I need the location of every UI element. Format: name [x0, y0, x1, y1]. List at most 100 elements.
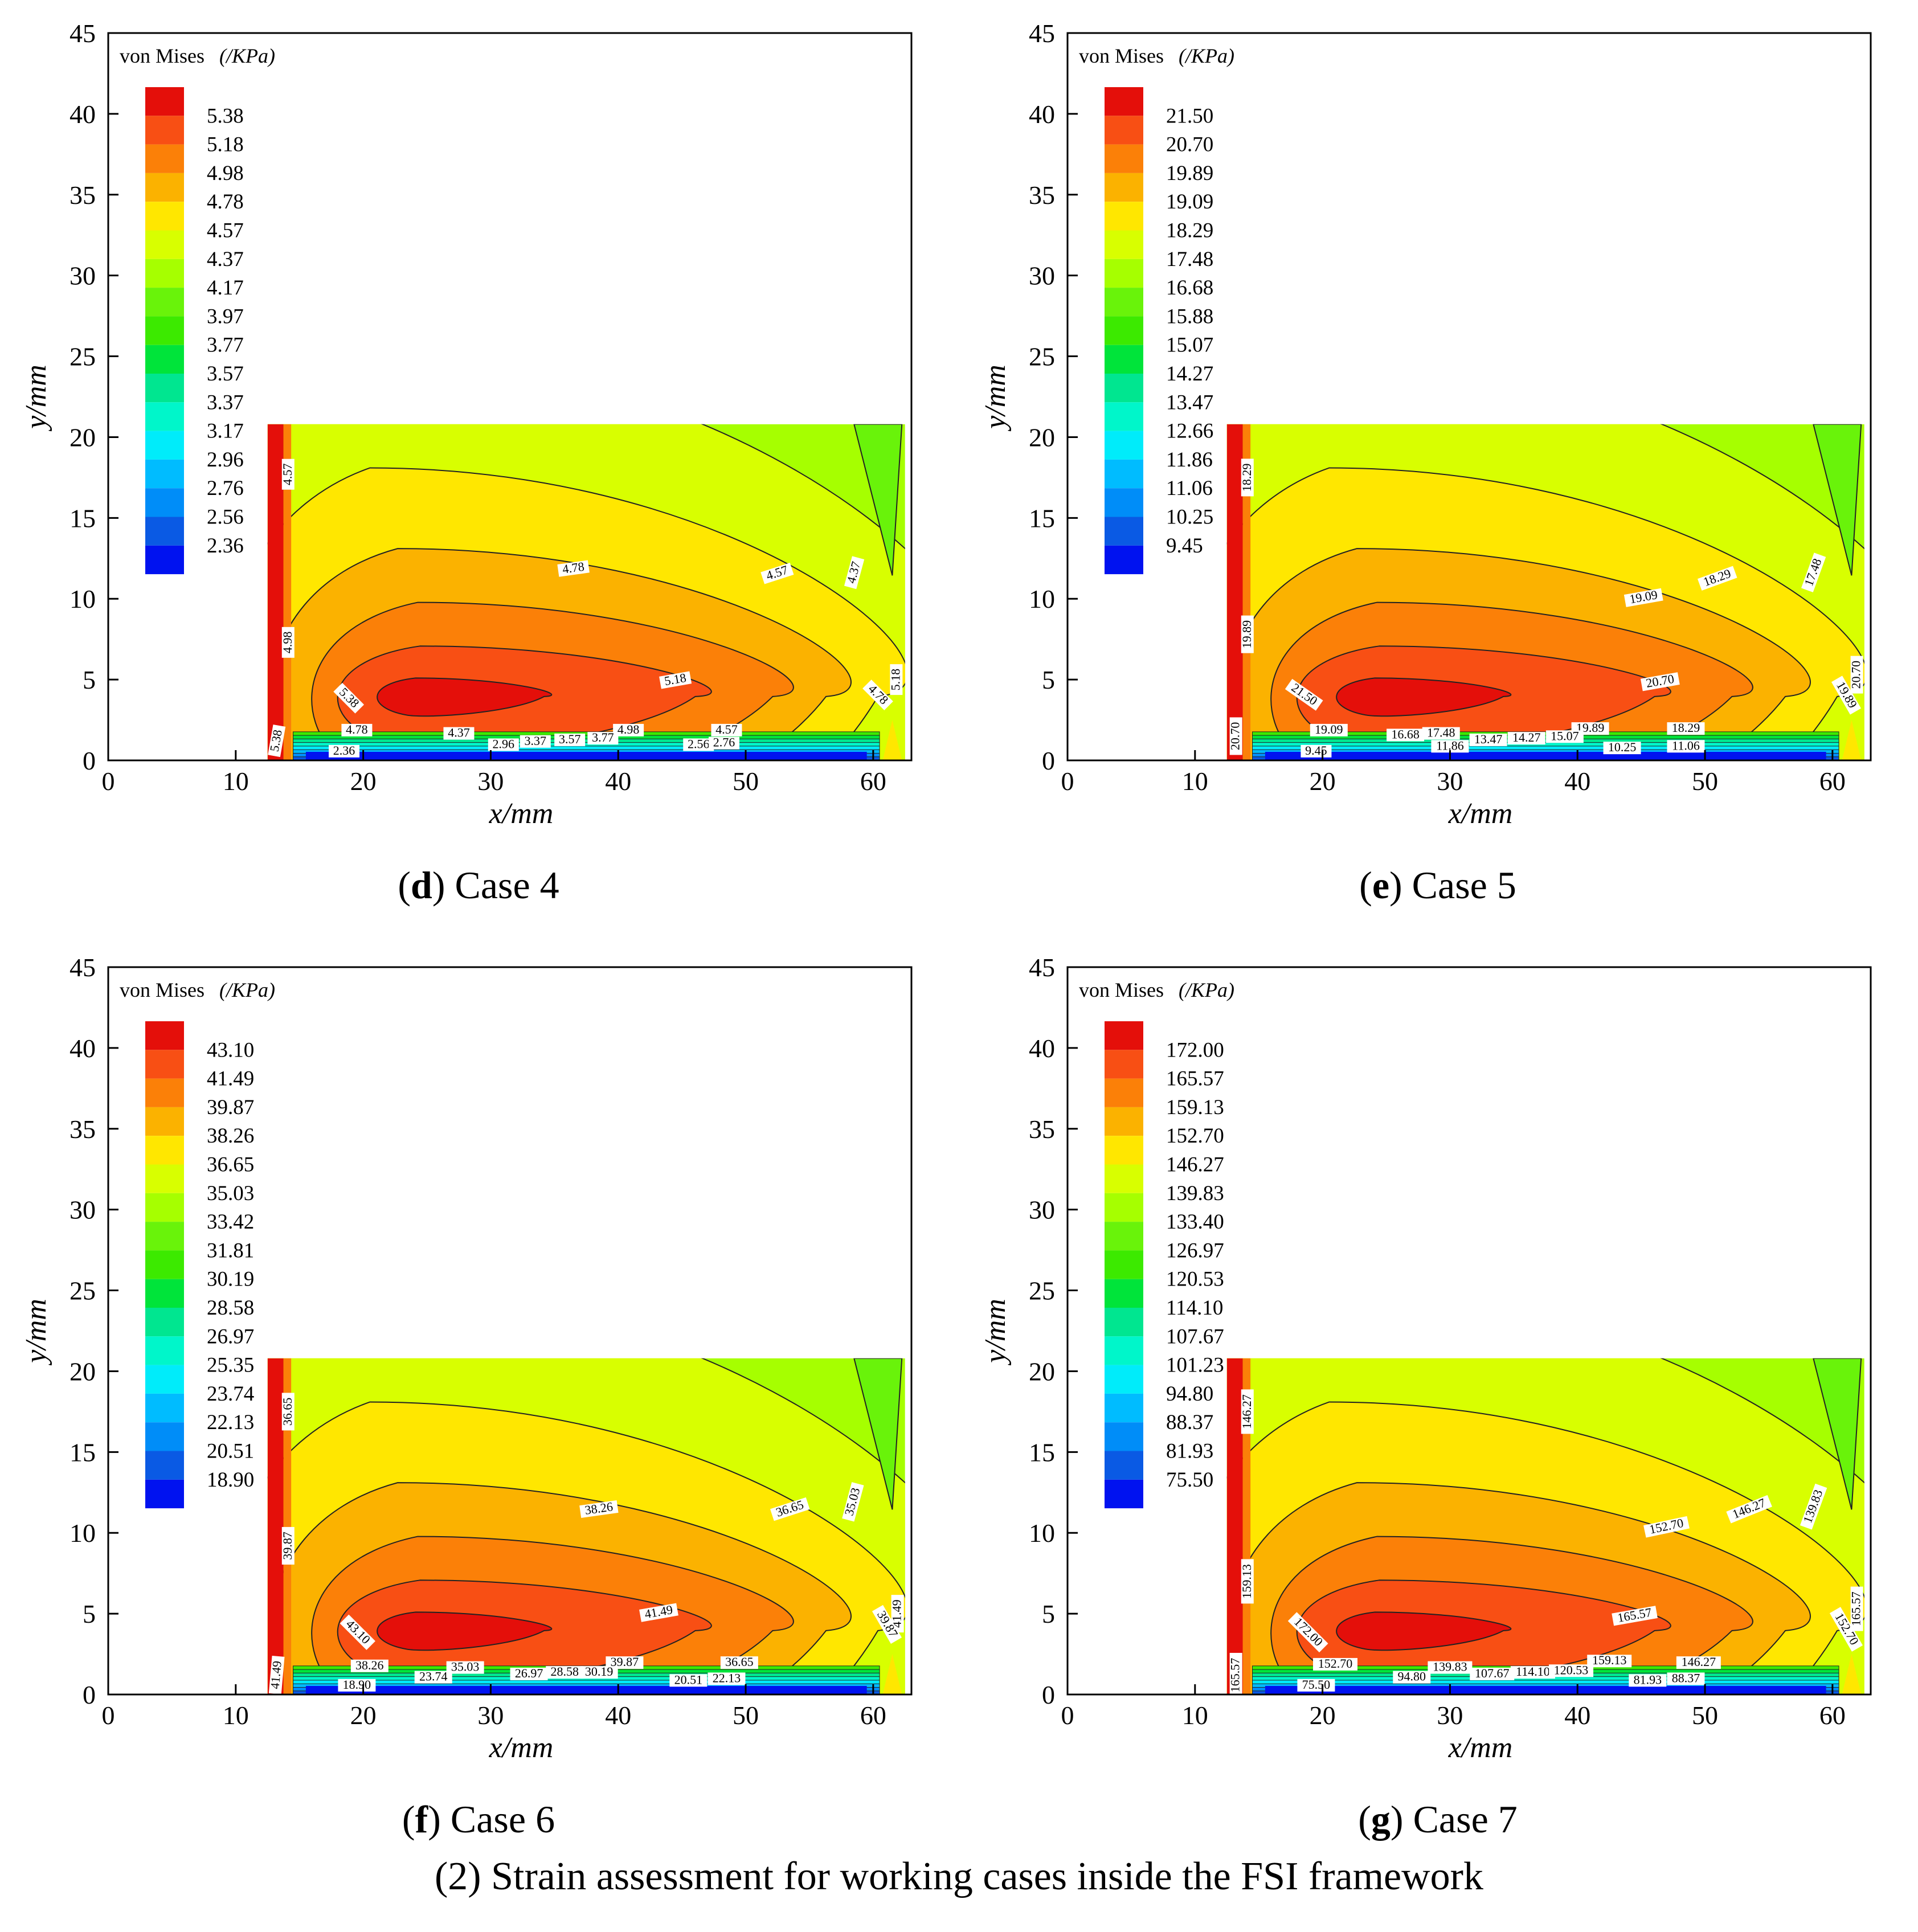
- panel-caption-f: (f) Case 6: [402, 1798, 555, 1841]
- legend-level-label: 43.10: [207, 1038, 254, 1062]
- legend-swatch: [145, 173, 184, 202]
- svg-text:107.67: 107.67: [1475, 1666, 1510, 1680]
- y-tick-label: 15: [69, 504, 96, 533]
- legend-swatch: [1105, 1250, 1143, 1279]
- legend-swatch: [145, 1136, 184, 1165]
- legend-swatch: [1105, 1451, 1143, 1480]
- svg-text:22.13: 22.13: [713, 1671, 741, 1685]
- contour-label: 75.50: [1297, 1677, 1335, 1692]
- x-tick-label: 40: [605, 1701, 631, 1730]
- chart-panel-d: 4.57 4.98 5.38 4.78 4.57 4.37 5.18 5.38 5.18 4.78…: [0, 0, 959, 934]
- contour-label: 159.13: [1240, 1559, 1254, 1604]
- contour-label: 4.57: [711, 722, 742, 736]
- panel-caption-e: (e) Case 5: [1359, 863, 1516, 907]
- contour-label: 3.57: [554, 732, 586, 746]
- contour-label: 5.18: [888, 664, 903, 695]
- legend-level-label: 33.42: [207, 1210, 254, 1234]
- svg-text:39.87: 39.87: [280, 1532, 295, 1560]
- legend-level-label: 31.81: [207, 1239, 254, 1262]
- panel-letter-e: e: [1372, 863, 1389, 907]
- svg-text:159.13: 159.13: [1240, 1564, 1254, 1599]
- contour-band: [1842, 1654, 1862, 1694]
- legend-title: von Mises: [120, 44, 205, 67]
- contour-label: 15.07: [1545, 728, 1584, 743]
- panel-letter-f: f: [415, 1798, 428, 1841]
- legend-level-label: 11.86: [1166, 448, 1213, 472]
- contour-label: 165.57: [1849, 1586, 1863, 1631]
- legend-swatch: [1105, 1422, 1143, 1451]
- legend-swatch: [145, 116, 184, 145]
- svg-text:20.70: 20.70: [1228, 722, 1242, 751]
- y-axis-label: y/mm: [979, 1299, 1012, 1366]
- legend-swatch: [1105, 230, 1143, 259]
- contour-label: 19.89: [1240, 615, 1254, 653]
- legend-swatch: [1105, 173, 1143, 202]
- legend-swatch: [145, 345, 184, 374]
- x-axis-label: x/mm: [489, 1732, 554, 1764]
- panel-letter-g: g: [1371, 1798, 1391, 1841]
- contour-label: 165.57: [1228, 1652, 1242, 1697]
- contour-field: [1226, 424, 1864, 760]
- y-tick-label: 30: [69, 1196, 96, 1225]
- x-tick-label: 0: [1061, 1701, 1074, 1730]
- contour-label: 146.27: [1676, 1655, 1721, 1669]
- contour-label: 2.76: [709, 735, 739, 750]
- legend-level-label: 172.00: [1166, 1038, 1224, 1062]
- legend-level-label: 28.58: [207, 1296, 254, 1320]
- contour-label: 94.80: [1393, 1669, 1431, 1684]
- svg-text:3.77: 3.77: [592, 730, 614, 744]
- legend-level-label: 19.09: [1166, 190, 1213, 214]
- legend-swatch: [145, 1050, 184, 1079]
- y-tick-label: 30: [1029, 1196, 1055, 1225]
- legend-swatch: [1105, 1021, 1143, 1050]
- legend-level-label: 3.17: [207, 420, 244, 443]
- legend-level-label: 3.57: [207, 362, 244, 386]
- y-tick-label: 45: [69, 953, 96, 982]
- x-tick-label: 20: [1310, 767, 1336, 796]
- legend-level-label: 2.76: [207, 477, 244, 500]
- x-tick-label: 0: [102, 767, 115, 796]
- legend-level-label: 23.74: [207, 1382, 254, 1406]
- svg-text:146.27: 146.27: [1240, 1394, 1254, 1429]
- y-tick-label: 5: [1042, 1599, 1055, 1628]
- svg-text:23.74: 23.74: [419, 1669, 448, 1684]
- legend-level-label: 41.49: [207, 1067, 254, 1091]
- axes-frame: [1066, 966, 1872, 1696]
- svg-text:16.68: 16.68: [1391, 727, 1420, 741]
- legend-unit: (/KPa): [1179, 979, 1234, 1001]
- legend-level-label: 94.80: [1166, 1382, 1213, 1406]
- legend-level-label: 15.07: [1166, 334, 1213, 357]
- contour-label: 3.77: [587, 730, 619, 745]
- panel-title-e: Case 5: [1412, 863, 1516, 907]
- legend-level-label: 107.67: [1166, 1325, 1224, 1348]
- contour-band: [1265, 751, 1826, 760]
- y-tick-label: 35: [1029, 181, 1055, 210]
- legend-swatch: [1105, 144, 1143, 173]
- legend-level-label: 4.17: [207, 276, 244, 300]
- contour-label: 35.03: [446, 1660, 484, 1674]
- y-tick-label: 0: [1042, 746, 1055, 775]
- contour-label: 18.90: [338, 1677, 376, 1692]
- y-tick-label: 5: [83, 665, 96, 694]
- svg-text:2.76: 2.76: [713, 735, 735, 750]
- contour-label: 16.68: [1387, 727, 1425, 742]
- legend-swatch: [145, 1451, 184, 1480]
- legend-swatch: [1105, 402, 1143, 431]
- y-tick-label: 40: [1029, 100, 1055, 129]
- svg-text:20.51: 20.51: [674, 1672, 703, 1687]
- legend-level-label: 18.29: [1166, 219, 1213, 243]
- svg-text:4.37: 4.37: [448, 726, 470, 740]
- svg-text:15.07: 15.07: [1551, 728, 1579, 743]
- legend-level-label: 3.97: [207, 305, 244, 328]
- y-tick-label: 20: [69, 423, 96, 452]
- legend-level-label: 39.87: [207, 1096, 254, 1119]
- svg-text:28.58: 28.58: [550, 1664, 579, 1679]
- x-tick-label: 10: [223, 767, 249, 796]
- legend-level-label: 36.65: [207, 1153, 254, 1177]
- x-tick-label: 50: [733, 767, 759, 796]
- contour-label: 39.87: [280, 1526, 295, 1565]
- y-tick-label: 25: [69, 342, 96, 371]
- svg-text:4.78: 4.78: [346, 722, 368, 736]
- legend-level-label: 17.48: [1166, 248, 1213, 271]
- x-tick-label: 50: [733, 1701, 759, 1730]
